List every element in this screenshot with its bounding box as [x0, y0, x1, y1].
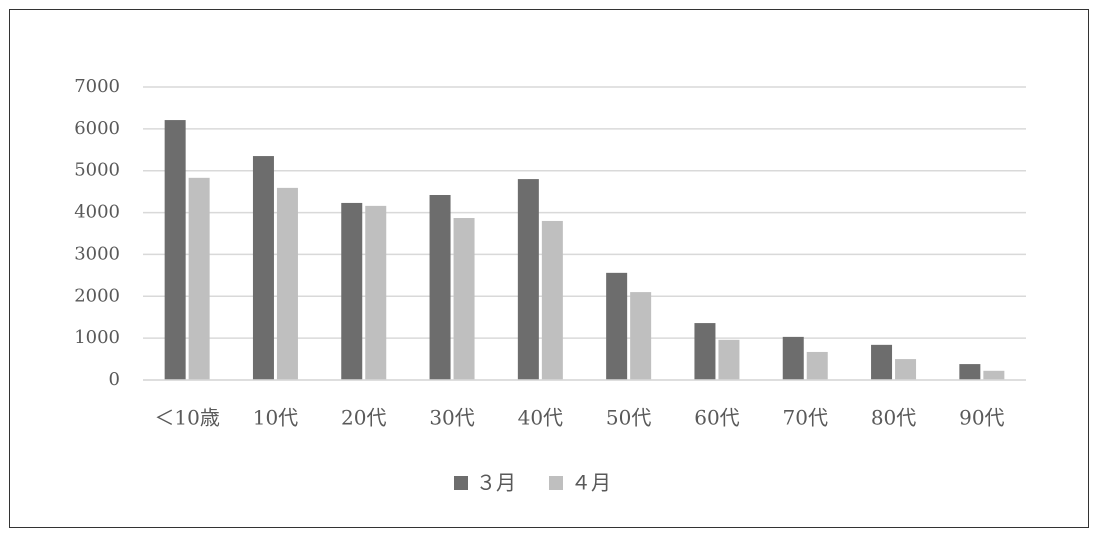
x-tick-label: 80代: [871, 406, 916, 430]
bar: [782, 336, 804, 380]
y-tick-label: 4000: [74, 202, 120, 223]
x-tick-label: 30代: [429, 406, 474, 430]
x-tick-label: 20代: [341, 406, 386, 430]
bar: [341, 202, 363, 380]
y-tick-label: 3000: [74, 243, 120, 264]
bar: [806, 351, 828, 380]
bar: [276, 187, 298, 380]
y-tick-label: 5000: [74, 160, 120, 181]
bar: [606, 272, 628, 380]
bar: [188, 177, 210, 380]
bar: [959, 364, 981, 380]
x-tick-label: 70代: [783, 406, 828, 430]
bar: [630, 292, 652, 380]
bar: [252, 156, 274, 380]
x-tick-label: 60代: [694, 406, 739, 430]
bar: [694, 323, 716, 380]
bar: [429, 194, 451, 380]
x-tick-label: 40代: [518, 406, 563, 430]
y-tick-label: 1000: [74, 327, 120, 348]
bar: [541, 220, 563, 380]
bar: [453, 218, 475, 380]
legend-label: ４月: [571, 471, 611, 495]
x-tick-label: 50代: [606, 406, 651, 430]
bar: [895, 359, 917, 380]
y-tick-label: 6000: [74, 118, 120, 139]
bar: [718, 339, 740, 380]
bar: [164, 120, 186, 381]
legend-swatch: [454, 476, 468, 490]
bar: [365, 205, 387, 380]
x-tick-label: ＜10歳: [154, 406, 219, 430]
legend-label: ３月: [476, 471, 516, 495]
x-tick-label: 10代: [253, 406, 298, 430]
y-tick-label: 0: [109, 369, 120, 390]
y-tick-label: 7000: [74, 76, 120, 97]
y-tick-label: 2000: [74, 285, 120, 306]
bar: [517, 179, 539, 380]
x-tick-label: 90代: [959, 406, 1004, 430]
bar: [983, 370, 1005, 380]
bar: [871, 344, 893, 380]
legend-swatch: [549, 476, 563, 490]
